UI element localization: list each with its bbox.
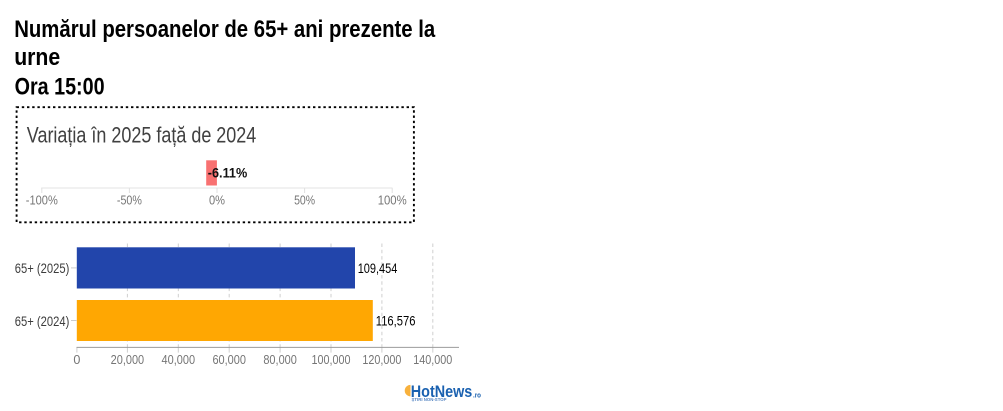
svg-text:140,000: 140,000: [413, 353, 452, 367]
svg-text:109,454: 109,454: [358, 261, 398, 276]
svg-text:20,000: 20,000: [111, 353, 145, 367]
svg-text:40,000: 40,000: [162, 353, 196, 367]
svg-text:-100%: -100%: [26, 194, 58, 208]
svg-text:120,000: 120,000: [362, 353, 401, 367]
svg-text:65+ (2025): 65+ (2025): [15, 260, 70, 276]
svg-text:ȘTIRI NON-STOP: ȘTIRI NON-STOP: [412, 397, 447, 402]
svg-text:60,000: 60,000: [212, 353, 246, 367]
svg-text:116,576: 116,576: [376, 314, 416, 329]
svg-text:0: 0: [73, 353, 80, 367]
svg-text:Ora 15:00: Ora 15:00: [15, 74, 105, 101]
svg-text:100%: 100%: [378, 194, 407, 208]
svg-text:50%: 50%: [294, 194, 315, 208]
svg-text:-50%: -50%: [117, 194, 142, 208]
svg-text:65+ (2024): 65+ (2024): [15, 313, 70, 329]
svg-text:-6.11%: -6.11%: [208, 164, 248, 180]
svg-text:Numărul persoanelor de 65+ ani: Numărul persoanelor de 65+ ani prezente …: [14, 16, 436, 43]
svg-text:urne: urne: [14, 44, 60, 71]
svg-text:HotNews: HotNews: [411, 382, 473, 401]
svg-text:100,000: 100,000: [312, 353, 351, 367]
svg-text:0%: 0%: [209, 194, 225, 208]
svg-text:.ro: .ro: [473, 392, 481, 399]
svg-text:Variația în 2025 față de 2024: Variația în 2025 față de 2024: [27, 122, 256, 147]
svg-text:80,000: 80,000: [263, 353, 297, 367]
